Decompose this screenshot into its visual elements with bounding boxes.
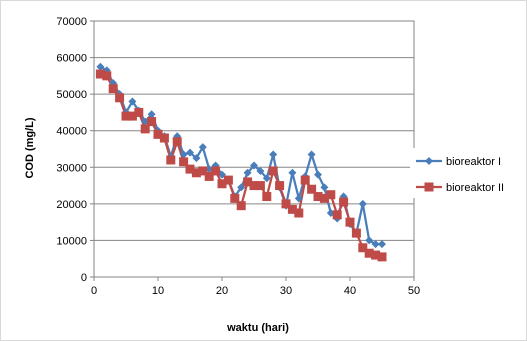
x-tick-label: 50 [408, 285, 420, 297]
legend-marker [425, 157, 433, 165]
data-point [192, 154, 201, 163]
legend-label: bioreaktor I [446, 156, 501, 168]
data-point [294, 208, 304, 218]
data-point [351, 228, 361, 238]
data-point [300, 175, 310, 185]
data-point [217, 179, 227, 189]
data-point [288, 168, 297, 177]
x-tick-label: 30 [280, 285, 292, 297]
data-point [185, 164, 195, 174]
data-point [128, 97, 137, 106]
data-point [198, 166, 208, 176]
data-point [236, 201, 246, 211]
data-point [262, 192, 272, 202]
data-point [102, 71, 112, 81]
data-point [307, 150, 316, 159]
y-axis-title: COD (mg/L) [24, 117, 36, 178]
data-point [255, 181, 265, 191]
data-point [269, 150, 278, 159]
data-point [358, 243, 368, 253]
data-point [230, 193, 240, 203]
data-point [249, 181, 259, 191]
data-point [377, 252, 387, 262]
y-tick-label: 40000 [56, 126, 87, 138]
data-point [378, 240, 386, 249]
data-point [365, 236, 374, 245]
data-point [115, 93, 125, 103]
y-tick-label: 0 [81, 272, 87, 284]
data-point [147, 117, 157, 127]
data-point [332, 210, 342, 220]
data-point [172, 137, 182, 147]
x-tick-label: 20 [216, 285, 228, 297]
x-tick-label: 10 [152, 285, 164, 297]
x-tick-label: 0 [91, 285, 97, 297]
data-point [287, 204, 297, 214]
y-tick-label: 60000 [56, 53, 87, 65]
legend-label: bioreaktor II [446, 182, 504, 194]
data-point [281, 199, 291, 209]
data-point [345, 217, 355, 227]
data-point [95, 69, 105, 79]
data-point [186, 148, 194, 157]
data-point [275, 181, 285, 191]
data-point [211, 166, 221, 176]
data-point [204, 171, 214, 181]
data-point [191, 168, 201, 178]
data-point [371, 250, 381, 260]
data-point [358, 199, 367, 208]
data-point [364, 248, 374, 258]
data-point [134, 107, 144, 117]
data-point [127, 111, 137, 121]
data-point [256, 166, 265, 175]
data-point [223, 175, 233, 185]
data-point [319, 193, 329, 203]
y-tick-labels: 0 10000 20000 30000 40000 50000 60000 70000 [56, 16, 87, 284]
data-point [96, 62, 105, 71]
y-tick-label: 70000 [56, 16, 87, 28]
series-layer [95, 62, 387, 262]
data-point [371, 240, 380, 249]
data-point [159, 133, 169, 143]
data-point [307, 184, 317, 194]
legend: bioreaktor I bioreaktor II [416, 156, 504, 194]
data-point [320, 183, 329, 192]
data-point [250, 161, 258, 170]
data-point [179, 157, 189, 167]
x-tick-labels: 0 10 20 30 40 50 [91, 285, 420, 297]
data-point [243, 168, 252, 177]
data-point [314, 170, 322, 179]
y-tick-label: 20000 [56, 199, 87, 211]
legend-marker [424, 182, 434, 192]
data-point [198, 143, 207, 152]
data-point [339, 197, 349, 207]
data-point [147, 110, 156, 119]
data-point [313, 192, 323, 202]
y-tick-label: 30000 [56, 162, 87, 174]
data-point [153, 129, 163, 139]
x-tick-label: 40 [344, 285, 356, 297]
plot-area [93, 20, 415, 278]
series-markers-1 [95, 69, 387, 262]
y-tick-label: 10000 [56, 235, 87, 247]
y-tick-label: 50000 [56, 89, 87, 101]
data-point [121, 111, 131, 121]
data-point [166, 155, 176, 165]
x-axis-title: waktu (hari) [226, 322, 289, 334]
data-point [140, 124, 150, 134]
data-point [262, 174, 271, 183]
data-point [108, 84, 118, 94]
data-point [294, 194, 303, 203]
data-point [243, 177, 253, 187]
data-point [326, 190, 336, 200]
data-point [179, 150, 188, 159]
data-point [268, 166, 278, 176]
